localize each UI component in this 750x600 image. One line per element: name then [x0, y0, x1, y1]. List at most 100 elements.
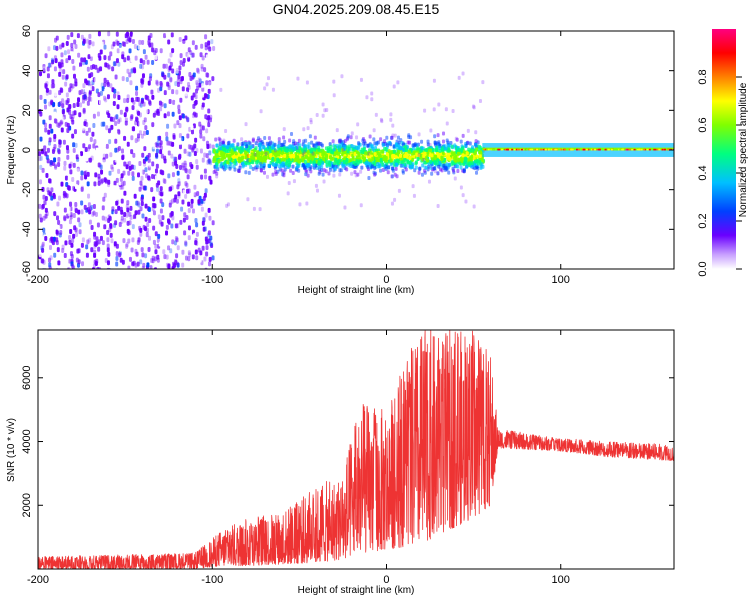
heatmap-cell — [372, 128, 376, 133]
heatmap-cell — [474, 142, 478, 147]
heatmap-cell — [258, 207, 262, 212]
heatmap-cell — [211, 255, 215, 261]
heatmap-cell — [122, 180, 126, 186]
heatmap-cell — [115, 31, 119, 37]
heatmap-cell — [226, 149, 230, 154]
heatmap-cell — [115, 114, 119, 120]
heatmap-cell — [282, 127, 286, 132]
heatmap-cell — [159, 80, 163, 86]
heatmap-cell — [273, 142, 277, 147]
heatmap-cell — [658, 148, 661, 151]
heatmap-cell — [82, 107, 86, 113]
heatmap-cell — [365, 95, 369, 100]
heatmap-cell — [271, 145, 275, 150]
heatmap-cell — [60, 181, 64, 187]
heatmap-cell — [212, 159, 216, 164]
heatmap-cell — [77, 97, 81, 103]
heatmap-cell — [86, 146, 90, 152]
heatmap-cell — [193, 151, 197, 157]
heatmap-cell — [53, 118, 57, 124]
heatmap-cell — [207, 40, 211, 46]
heatmap-cell — [595, 148, 598, 151]
heatmap-cell — [183, 160, 187, 166]
heatmap-cell — [205, 153, 209, 159]
heatmap-cell — [135, 90, 139, 96]
heatmap-cell — [233, 167, 237, 172]
heatmap-cell — [378, 153, 382, 158]
heatmap-cell — [200, 66, 204, 72]
heatmap-cell — [46, 147, 50, 153]
heatmap-cell — [203, 152, 207, 158]
heatmap-cell — [433, 134, 437, 139]
heatmap-cell — [92, 204, 96, 210]
heatmap-cell — [401, 147, 405, 152]
heatmap-cell — [191, 208, 195, 214]
heatmap-cell — [181, 86, 185, 92]
heatmap-cell — [208, 150, 212, 156]
heatmap-cell — [328, 167, 332, 172]
heatmap-cell — [475, 165, 479, 170]
heatmap-cell — [259, 161, 263, 166]
heatmap-cell — [248, 158, 252, 163]
heatmap-cell — [102, 103, 106, 109]
heatmap-cell — [359, 169, 363, 174]
heatmap-cell — [107, 55, 111, 61]
heatmap-cell — [391, 133, 395, 138]
heatmap-cell — [103, 82, 107, 88]
heatmap-cell — [150, 89, 154, 95]
heatmap-cell — [158, 100, 162, 106]
heatmap-cell — [65, 58, 69, 64]
heatmap-cell — [112, 61, 116, 67]
heatmap-cell — [436, 171, 440, 176]
heatmap-cell — [91, 86, 95, 92]
heatmap-cell — [149, 265, 153, 269]
heatmap-cell — [246, 197, 250, 202]
heatmap-cell — [291, 171, 295, 176]
heatmap-cell — [75, 154, 79, 160]
heatmap-cell — [356, 160, 360, 165]
spectrogram-heatmap — [38, 31, 674, 269]
heatmap-cell — [459, 165, 463, 170]
heatmap-cell — [48, 257, 52, 263]
heatmap-cell — [391, 123, 395, 128]
heatmap-cell — [232, 154, 236, 159]
heatmap-cell — [59, 87, 63, 93]
heatmap-cell — [208, 256, 212, 262]
heatmap-cell — [78, 112, 82, 118]
heatmap-cell — [89, 85, 93, 91]
heatmap-cell — [58, 195, 62, 201]
heatmap-cell — [178, 144, 182, 150]
heatmap-cell — [317, 171, 321, 176]
heatmap-cell — [152, 144, 156, 150]
heatmap-cell — [287, 163, 291, 168]
heatmap-cell — [298, 202, 302, 207]
heatmap-cell — [322, 151, 326, 156]
spectrogram-x-ticks: -200 -100 0 100 — [27, 31, 570, 286]
heatmap-cell — [201, 245, 205, 251]
heatmap-cell — [509, 148, 512, 151]
heatmap-cell — [190, 124, 194, 130]
heatmap-cell — [423, 108, 427, 113]
heatmap-cell — [134, 55, 138, 61]
heatmap-cell — [75, 57, 79, 63]
heatmap-cell — [187, 250, 191, 256]
heatmap-cell — [64, 81, 68, 87]
heatmap-cell — [196, 191, 200, 197]
heatmap-cell — [179, 97, 183, 103]
heatmap-cell — [136, 240, 140, 246]
heatmap-cell — [73, 129, 77, 135]
heatmap-cell — [312, 147, 316, 152]
heatmap-cell — [65, 40, 69, 46]
heatmap-cell — [277, 140, 281, 145]
heatmap-cell — [70, 47, 74, 53]
heatmap-cell — [370, 91, 374, 96]
heatmap-cell — [205, 80, 209, 86]
heatmap-cell — [163, 178, 167, 184]
heatmap-cell — [637, 148, 640, 151]
y-tick-label: 20 — [21, 104, 33, 116]
heatmap-cell — [118, 180, 122, 186]
heatmap-cell — [594, 148, 597, 151]
heatmap-cell — [391, 166, 395, 171]
heatmap-cell — [303, 159, 307, 164]
